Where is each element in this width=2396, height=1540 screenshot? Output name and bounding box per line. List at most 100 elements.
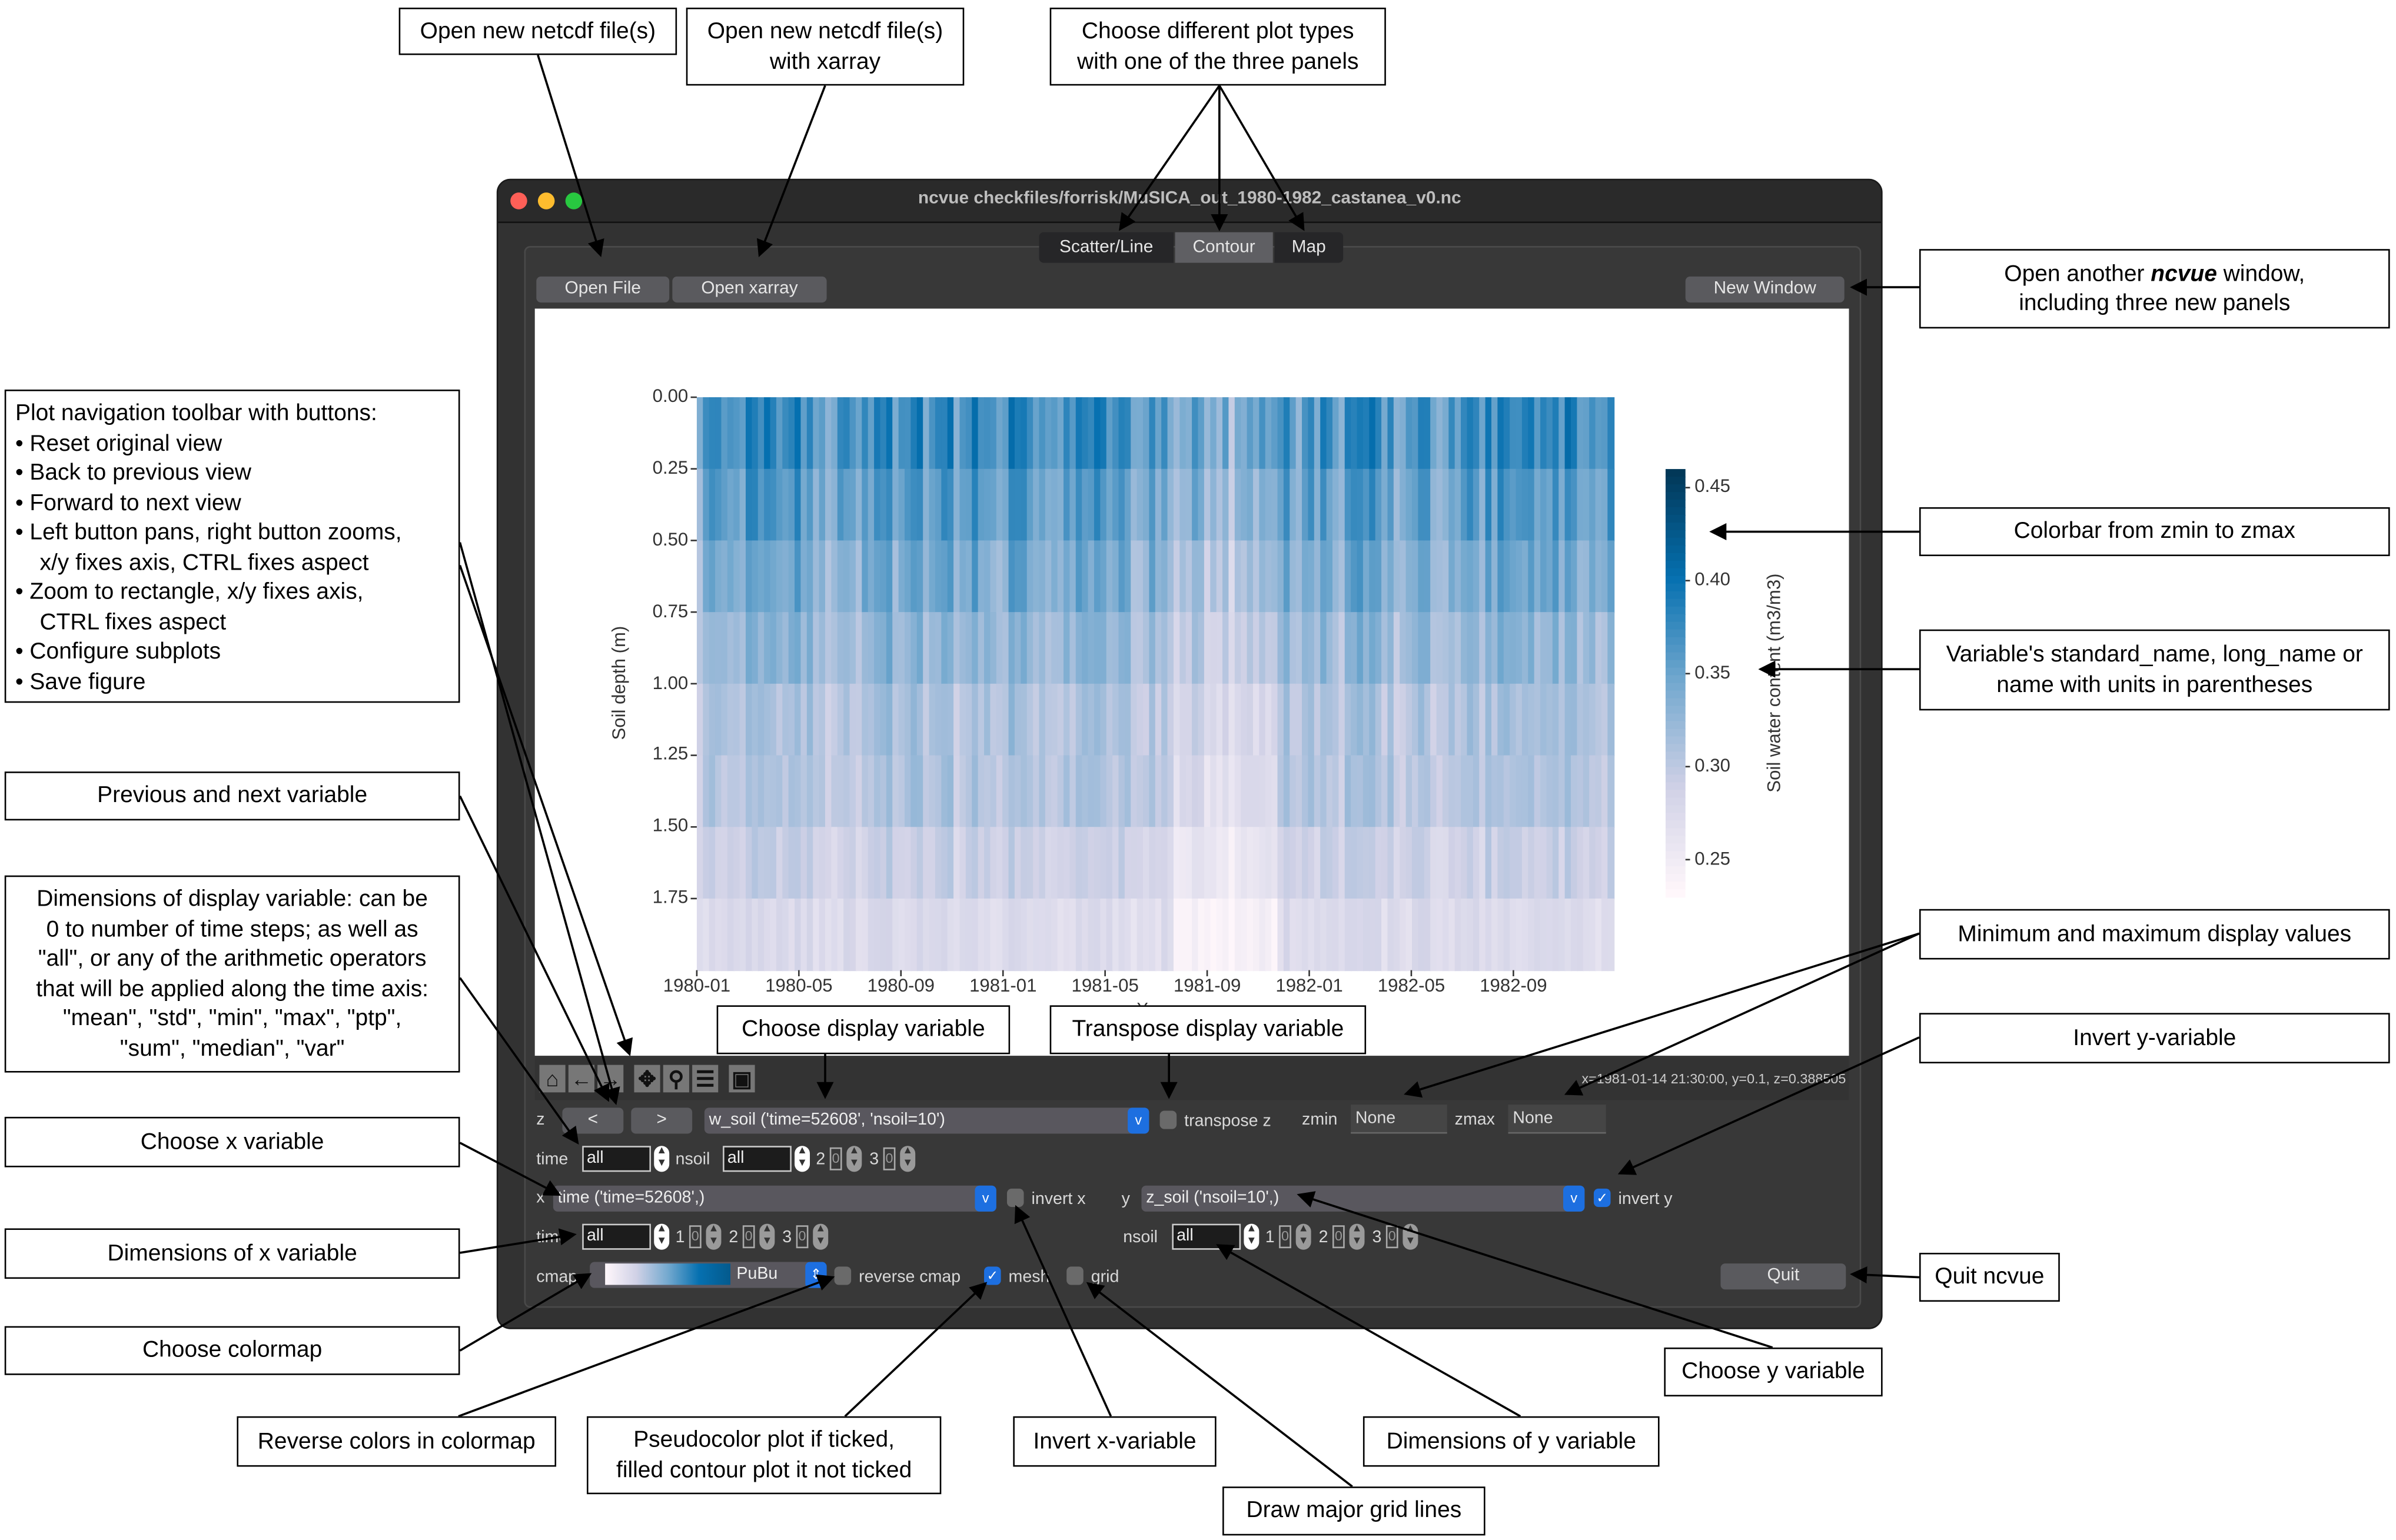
- dim-spinbox[interactable]: 0: [1279, 1225, 1291, 1249]
- close-window-button[interactable]: [510, 192, 527, 209]
- back-arrow-icon[interactable]: ←: [568, 1065, 594, 1093]
- heatmap-cell: [1320, 683, 1328, 757]
- heatmap-cell: [1564, 540, 1572, 613]
- heatmap-cell: [1161, 827, 1169, 900]
- heatmap-cell: [1247, 898, 1254, 972]
- spinbox-arrows[interactable]: ▲ ▼: [813, 1223, 829, 1250]
- y-nsoil-spinbox-arrows[interactable]: ▲ ▼: [1244, 1223, 1260, 1250]
- spinbox-arrows[interactable]: ▲ ▼: [759, 1223, 775, 1250]
- heatmap-cell: [1082, 468, 1089, 541]
- heatmap-cell: [1344, 468, 1352, 541]
- heatmap-cell: [825, 612, 832, 685]
- colorbar-segment: [1665, 644, 1686, 653]
- invert-y-checkbox[interactable]: ✓: [1593, 1188, 1611, 1208]
- heatmap-cell: [757, 827, 765, 900]
- x-time-spinbox-arrows[interactable]: ▲ ▼: [654, 1223, 670, 1250]
- heatmap-cell: [892, 755, 900, 828]
- dim-spinbox[interactable]: 0: [883, 1147, 896, 1170]
- dim-spinbox[interactable]: 0: [796, 1225, 809, 1249]
- heatmap-cell: [1308, 827, 1315, 900]
- heatmap-cell: [996, 468, 1003, 541]
- save-icon[interactable]: ▣: [729, 1065, 755, 1093]
- next-variable-button[interactable]: >: [631, 1107, 693, 1134]
- heatmap-cell: [923, 397, 931, 470]
- spinbox-arrows[interactable]: ▲ ▼: [706, 1223, 722, 1250]
- dim-spinbox[interactable]: 0: [1332, 1225, 1345, 1249]
- heatmap-cell: [947, 683, 955, 757]
- y-variable-select[interactable]: z_soil ('nsoil=10',) v: [1141, 1185, 1585, 1212]
- pan-icon[interactable]: ✥: [634, 1065, 660, 1093]
- tab-scatter-line[interactable]: Scatter/Line: [1039, 232, 1174, 263]
- spinbox-arrows[interactable]: ▲ ▼: [846, 1146, 862, 1172]
- dim-spinbox[interactable]: 0: [829, 1147, 842, 1170]
- heatmap-cell: [1552, 397, 1560, 470]
- zmax-input[interactable]: None: [1508, 1105, 1606, 1134]
- heatmap-cell: [1558, 612, 1566, 685]
- zmin-input[interactable]: None: [1351, 1105, 1447, 1134]
- heatmap-cell: [996, 755, 1003, 828]
- heatmap-cell: [1039, 683, 1046, 757]
- spinbox-arrows[interactable]: ▲ ▼: [1295, 1223, 1311, 1250]
- heatmap-cell: [837, 898, 845, 972]
- heatmap-cell: [1143, 827, 1150, 900]
- z-nsoil-dim-input[interactable]: all: [723, 1146, 792, 1172]
- colorbar-tick-label: 0.25: [1694, 847, 1730, 869]
- quit-button[interactable]: Quit: [1720, 1263, 1846, 1290]
- spinbox-arrows[interactable]: ▲ ▼: [900, 1146, 916, 1172]
- heatmap-cell: [770, 468, 777, 541]
- transpose-z-checkbox[interactable]: [1159, 1110, 1177, 1129]
- minimize-window-button[interactable]: [537, 192, 555, 209]
- heatmap-cell: [1467, 397, 1474, 470]
- heatmap-cell: [1302, 468, 1309, 541]
- open-file-button[interactable]: Open File: [536, 276, 670, 303]
- heatmap-cell: [1057, 898, 1065, 972]
- cmap-select[interactable]: PuBu ⇕: [590, 1262, 827, 1288]
- heatmap-cell: [984, 898, 991, 972]
- heatmap-cell: [727, 683, 735, 757]
- z-variable-select[interactable]: w_soil ('time=52608', 'nsoil=10') v: [704, 1107, 1149, 1134]
- zoom-icon[interactable]: ⚲: [663, 1065, 689, 1093]
- grid-checkbox[interactable]: [1066, 1266, 1084, 1285]
- reverse-cmap-checkbox[interactable]: [834, 1266, 852, 1285]
- heatmap-cell: [1546, 898, 1554, 972]
- heatmap-cell: [947, 755, 955, 828]
- heatmap-cell: [1473, 612, 1480, 685]
- heatmap-cell: [1375, 397, 1383, 470]
- home-icon[interactable]: ⌂: [539, 1065, 566, 1093]
- heatmap-cell: [800, 683, 808, 757]
- heatmap-cell: [782, 397, 790, 470]
- tab-map[interactable]: Map: [1274, 232, 1344, 263]
- colorbar-segment: [1665, 790, 1686, 799]
- dim-spinbox[interactable]: 0: [742, 1225, 755, 1249]
- heatmap-cell: [1326, 827, 1334, 900]
- z-nsoil-spinbox-arrows[interactable]: ▲ ▼: [795, 1146, 810, 1172]
- zoom-window-button[interactable]: [565, 192, 583, 209]
- heatmap-cell: [1595, 827, 1603, 900]
- heatmap-cell: [1265, 612, 1272, 685]
- dim-spinbox[interactable]: 0: [1385, 1225, 1398, 1249]
- heatmap-cell: [813, 755, 820, 828]
- new-window-button[interactable]: New Window: [1685, 276, 1845, 303]
- heatmap-cell: [1290, 827, 1297, 900]
- open-xarray-button[interactable]: Open xarray: [672, 276, 827, 303]
- heatmap-cell: [1430, 827, 1438, 900]
- heatmap-cell: [709, 612, 716, 685]
- spinbox-arrows[interactable]: ▲ ▼: [1349, 1223, 1365, 1250]
- invert-x-checkbox[interactable]: [1006, 1188, 1024, 1208]
- configure-subplots-icon[interactable]: ☰: [692, 1065, 719, 1093]
- x-variable-select[interactable]: time ('time=52608',) v: [553, 1185, 996, 1212]
- x-time-dim-input[interactable]: all: [582, 1223, 652, 1250]
- tab-contour[interactable]: Contour: [1175, 232, 1273, 263]
- z-time-dim-input[interactable]: all: [582, 1146, 652, 1172]
- heatmap-cell: [1124, 612, 1132, 685]
- heatmap-cell: [1400, 540, 1407, 613]
- mesh-checkbox[interactable]: ✓: [984, 1266, 1001, 1285]
- heatmap-cell: [1204, 540, 1211, 613]
- dim-spinbox[interactable]: 0: [689, 1225, 702, 1249]
- z-time-spinbox-arrows[interactable]: ▲ ▼: [654, 1146, 670, 1172]
- heatmap-cell: [1039, 468, 1046, 541]
- heatmap-cell: [1204, 827, 1211, 900]
- heatmap-cell: [941, 755, 949, 828]
- heatmap-cell: [1491, 468, 1498, 541]
- heatmap-cell: [1442, 683, 1450, 757]
